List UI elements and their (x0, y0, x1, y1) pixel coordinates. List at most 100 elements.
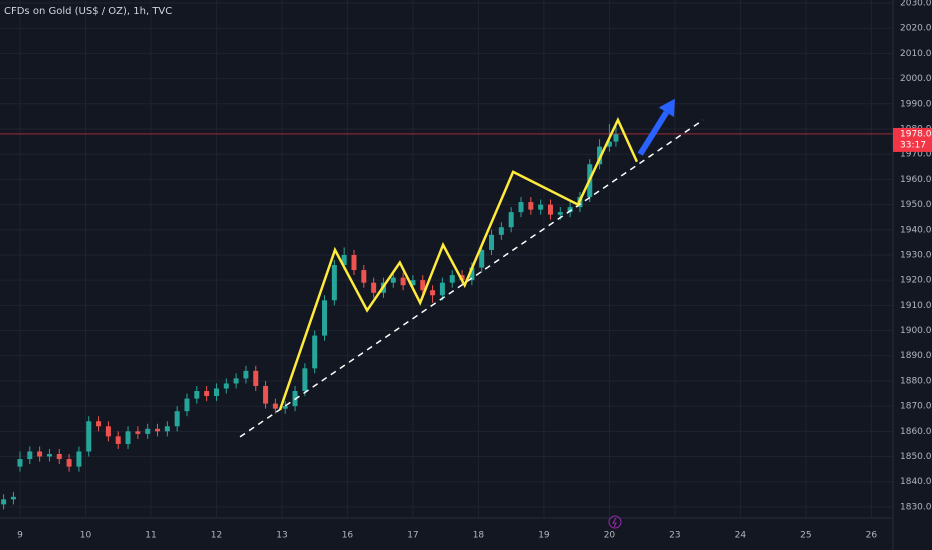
candle-body (371, 282, 377, 293)
candle-body (164, 426, 170, 432)
candle-body (243, 370, 249, 379)
candle-body (430, 290, 436, 296)
candle-body (390, 277, 396, 283)
x-tick-label: 10 (80, 531, 92, 541)
y-tick-label: 1950.00 (900, 200, 932, 210)
y-tick-label: 1930.00 (900, 250, 932, 260)
candle-body (263, 385, 269, 404)
candle-body (155, 428, 161, 432)
candle-body (459, 275, 465, 281)
candle-body (86, 421, 92, 452)
candle-body (282, 406, 288, 409)
candle-body (56, 454, 62, 460)
y-tick-label: 2020.00 (900, 24, 932, 34)
x-tick-label: 19 (538, 531, 550, 541)
y-tick-label: 1920.00 (900, 276, 932, 286)
x-tick-label: 26 (866, 531, 878, 541)
candle-body (597, 146, 603, 165)
zigzag (278, 116, 639, 411)
y-tick-label: 1910.00 (900, 301, 932, 311)
candle-body (135, 431, 141, 434)
y-tick-label: 1990.00 (900, 99, 932, 109)
candle-body (184, 398, 190, 412)
y-tick-label: 1880.00 (900, 376, 932, 386)
y-tick-label: 2000.00 (900, 74, 932, 84)
y-tick-label: 1900.00 (900, 326, 932, 336)
y-tick-label: 2030.00 (900, 0, 932, 9)
candle-body (449, 275, 455, 283)
y-tick-label: 1870.00 (900, 402, 932, 412)
candle-body (479, 249, 485, 268)
candle-body (213, 388, 219, 397)
candle-body (105, 426, 111, 437)
price-tag (893, 127, 932, 152)
candle-body (547, 204, 553, 215)
y-tick-label: 1890.00 (900, 351, 932, 361)
candle-body (204, 391, 210, 397)
candle-body (46, 454, 52, 457)
y-tick-label: 2010.00 (900, 49, 932, 59)
candle-body (498, 227, 504, 235)
x-tick-label: 16 (342, 531, 354, 541)
price-tag-label: 1978.04 (900, 129, 932, 139)
chart-title: CFDs on Gold (US$ / OZ), 1h, TVC (4, 6, 172, 17)
candle-body (518, 202, 524, 213)
candle-body (233, 378, 239, 384)
x-tick-label: 23 (669, 531, 680, 541)
trendline (239, 119, 704, 438)
x-tick-label: 12 (211, 531, 222, 541)
candle-body (420, 280, 426, 291)
candle-body (223, 383, 229, 389)
x-tick-label: 18 (473, 531, 485, 541)
y-tick-label: 1840.00 (900, 477, 932, 487)
candle-body (538, 204, 544, 210)
x-tick-label: 20 (604, 531, 616, 541)
candle-body (351, 254, 357, 271)
candle-body (400, 277, 406, 286)
candle-body (27, 451, 33, 460)
candle-body (96, 421, 102, 427)
candle-body (302, 368, 308, 392)
x-tick-label: 9 (17, 531, 23, 541)
arrow-shaft (637, 110, 669, 156)
y-tick-label: 1960.00 (900, 175, 932, 185)
candle-body (17, 459, 23, 467)
candle-body (125, 431, 131, 444)
candle-body (322, 300, 328, 336)
y-tick-label: 1860.00 (900, 427, 932, 437)
candle-body (194, 391, 200, 399)
candle-body (331, 265, 337, 301)
candle-body (410, 280, 416, 286)
candle-body (174, 411, 180, 427)
x-tick-label: 24 (735, 531, 747, 541)
candle-body (469, 267, 475, 281)
candle-body (489, 234, 495, 250)
y-tick-label: 1830.00 (900, 502, 932, 512)
x-tick-label: 13 (276, 531, 287, 541)
candle-body (1, 499, 7, 505)
candle-body (10, 496, 16, 500)
y-tick-label: 1970.00 (900, 150, 932, 160)
candle-body (76, 451, 82, 467)
y-tick-label: 1850.00 (900, 452, 932, 462)
candle-body (439, 282, 445, 296)
y-tick-label: 1940.00 (900, 225, 932, 235)
arrow-head (658, 98, 675, 118)
x-tick-label: 17 (407, 531, 418, 541)
countdown-label: 33:17 (900, 140, 926, 150)
candle-body (115, 436, 121, 444)
x-tick-label: 11 (145, 531, 156, 541)
candle-body (361, 270, 367, 283)
candle-body (508, 212, 514, 228)
replay-icon[interactable] (608, 515, 622, 529)
candle-body (613, 133, 619, 142)
candle-body (312, 335, 318, 369)
candle-body (66, 459, 72, 467)
candle-body (528, 202, 534, 210)
candle-body (145, 428, 151, 434)
candle-body (606, 141, 612, 147)
candle-body (272, 403, 278, 409)
candle-body (341, 254, 347, 266)
